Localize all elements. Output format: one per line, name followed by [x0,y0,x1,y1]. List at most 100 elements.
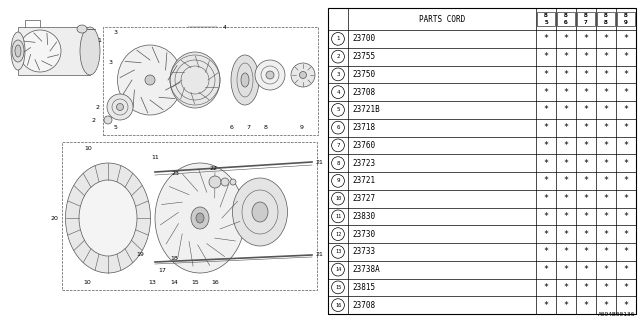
Text: *: * [584,176,589,185]
Text: *: * [623,34,628,44]
Text: 5: 5 [544,20,548,25]
Text: *: * [563,300,568,310]
Text: *: * [584,230,589,239]
Text: *: * [604,212,609,221]
Text: 23738A: 23738A [352,265,380,274]
Text: *: * [563,159,568,168]
Text: 2: 2 [336,54,340,59]
Circle shape [332,33,344,45]
Text: *: * [563,105,568,114]
Text: 20: 20 [50,215,58,220]
Text: 11: 11 [151,155,159,159]
Ellipse shape [191,207,209,229]
Text: *: * [604,123,609,132]
Circle shape [332,263,344,276]
Text: *: * [604,70,609,79]
Ellipse shape [170,52,220,108]
Ellipse shape [221,178,229,186]
Text: 10: 10 [335,196,341,201]
Text: *: * [604,194,609,203]
Text: 8: 8 [584,13,588,18]
Text: *: * [563,34,568,44]
Text: 23755: 23755 [352,52,375,61]
Ellipse shape [116,103,124,110]
Ellipse shape [80,27,100,75]
Text: 23721: 23721 [352,176,375,185]
Circle shape [332,210,344,223]
Text: *: * [543,34,548,44]
Ellipse shape [19,30,61,72]
Text: *: * [604,88,609,97]
Text: 10: 10 [83,279,91,284]
Text: 23700: 23700 [352,34,375,44]
Text: 7: 7 [584,20,588,25]
Ellipse shape [209,176,221,188]
Bar [537,12,555,26]
Text: *: * [584,300,589,310]
Text: *: * [604,141,609,150]
Circle shape [332,281,344,294]
Text: 8: 8 [604,13,608,18]
Circle shape [332,103,344,116]
Ellipse shape [252,202,268,222]
Text: 18: 18 [170,255,178,260]
Ellipse shape [79,180,137,256]
Text: 17: 17 [158,268,166,273]
Text: 8: 8 [604,20,608,25]
Text: 6: 6 [564,20,568,25]
Text: *: * [604,283,609,292]
Text: *: * [604,230,609,239]
Ellipse shape [255,60,285,90]
Text: 23723: 23723 [352,159,375,168]
Text: *: * [584,141,589,150]
Text: 19: 19 [136,252,144,258]
Circle shape [332,139,344,152]
Text: *: * [584,247,589,256]
Ellipse shape [196,213,204,223]
Bar [18,27,90,75]
Ellipse shape [241,73,249,87]
Bar [617,12,635,26]
Ellipse shape [232,178,287,246]
Text: 8: 8 [624,13,628,18]
Text: *: * [584,52,589,61]
Text: *: * [604,105,609,114]
Text: PARTS CORD: PARTS CORD [419,14,465,23]
Text: 8: 8 [564,13,568,18]
Circle shape [332,50,344,63]
Text: *: * [543,230,548,239]
Text: 16: 16 [211,279,219,284]
Text: 7: 7 [336,143,340,148]
Text: 7: 7 [246,124,250,130]
Circle shape [332,68,344,81]
Text: *: * [584,105,589,114]
Text: *: * [623,141,628,150]
Ellipse shape [15,45,21,57]
Text: *: * [623,230,628,239]
Text: 23708: 23708 [352,300,375,310]
Text: 8: 8 [564,13,568,18]
Text: 23750: 23750 [352,70,375,79]
Text: 8: 8 [544,13,548,18]
Text: *: * [623,88,628,97]
Text: *: * [543,283,548,292]
Bar [557,12,575,26]
Ellipse shape [104,116,112,124]
Text: *: * [623,70,628,79]
Bar [103,27,318,135]
Text: 5: 5 [544,20,548,25]
Ellipse shape [155,163,245,273]
Text: *: * [563,265,568,274]
Text: 2: 2 [92,117,96,123]
Text: 15: 15 [335,285,341,290]
Text: 9: 9 [336,178,340,183]
Text: *: * [584,194,589,203]
Text: *: * [543,52,548,61]
Circle shape [332,245,344,258]
Text: 23730: 23730 [352,230,375,239]
Text: 23721B: 23721B [352,105,380,114]
Text: *: * [623,105,628,114]
Bar [328,8,636,314]
Text: *: * [584,159,589,168]
Text: 23830: 23830 [352,212,375,221]
